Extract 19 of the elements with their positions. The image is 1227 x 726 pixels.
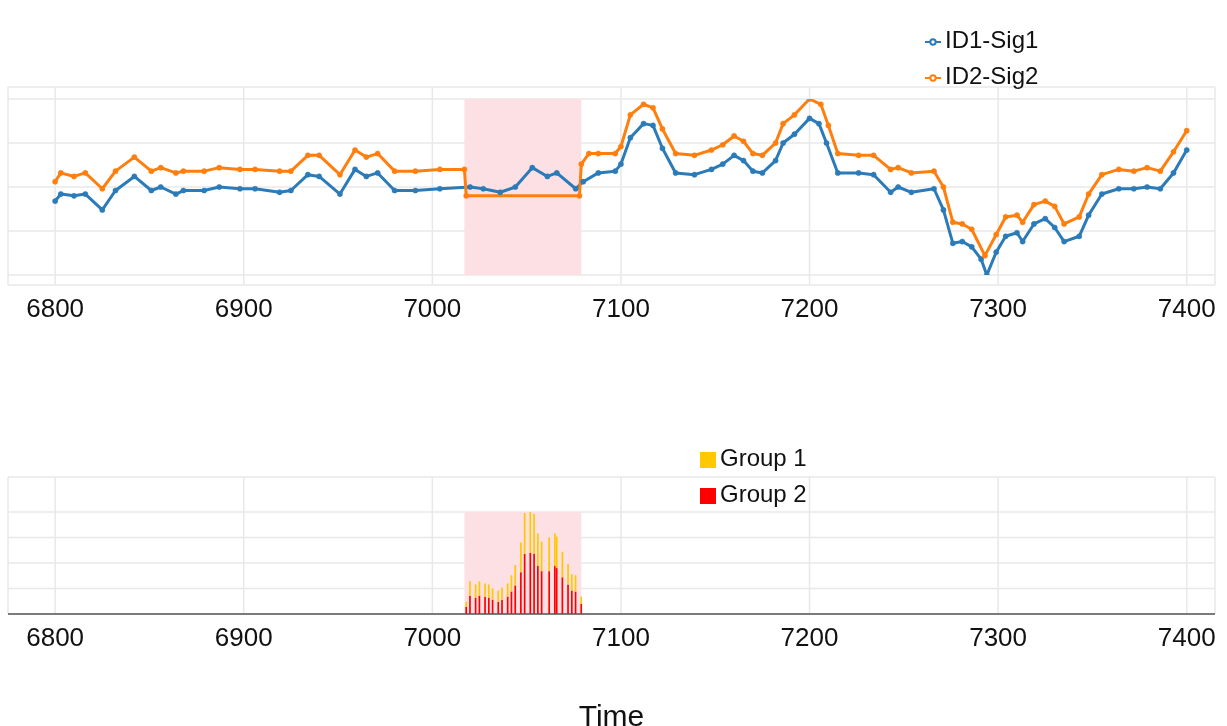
x-axis-title: Time [578, 699, 645, 726]
x-tick-label: 7100 [592, 622, 650, 653]
x-tick-label: 7200 [780, 622, 839, 653]
x-tick-label: 6800 [26, 293, 85, 324]
x-tick-label: 7400 [1157, 293, 1216, 324]
x-tick-label: 6800 [26, 622, 85, 653]
x-tick-label: 7300 [969, 622, 1028, 653]
x-tick-label: 7400 [1157, 622, 1216, 653]
legend-label: Group 1 [720, 444, 807, 471]
legend-label: ID1-Sig1 [945, 26, 1039, 53]
x-tick-label: 7300 [969, 293, 1028, 324]
x-tick-label: 6900 [214, 622, 273, 653]
x-tick-label: 7000 [403, 293, 462, 324]
x-tick-label: 7200 [780, 293, 839, 324]
x-tick-label: 7100 [592, 293, 650, 324]
legend-label: Group 2 [720, 480, 807, 507]
x-tick-label: 6900 [214, 293, 273, 324]
x-tick-label: 7000 [403, 622, 462, 653]
legend-label: ID2-Sig2 [945, 62, 1039, 89]
